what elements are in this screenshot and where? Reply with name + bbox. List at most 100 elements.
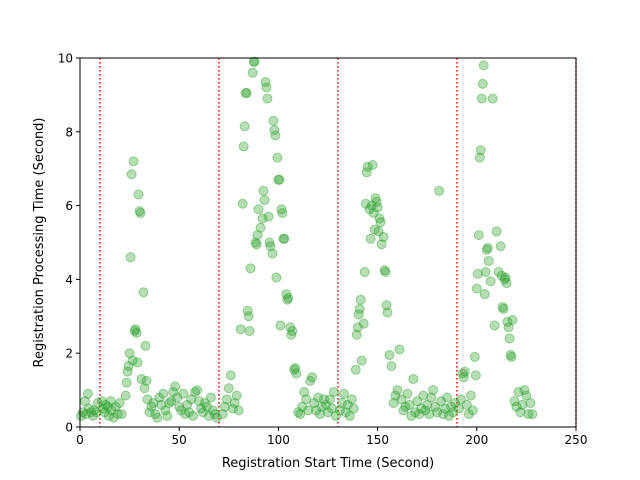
- data-point-29: [125, 252, 136, 263]
- data-point-40: [136, 374, 147, 385]
- data-point-157: [328, 386, 339, 397]
- data-point-28: [124, 348, 135, 359]
- data-point-223: [436, 396, 447, 407]
- data-point-189: [374, 213, 385, 224]
- x-axis-label: Registration Start Time (Second): [222, 456, 434, 471]
- x-tick-label-2: 100: [267, 433, 290, 447]
- data-point-279: [521, 390, 532, 401]
- data-point-11: [96, 396, 107, 407]
- data-point-34: [130, 324, 141, 335]
- data-point-252: [481, 244, 492, 255]
- data-point-166: [348, 403, 359, 414]
- data-point-218: [426, 392, 437, 403]
- data-point-19: [108, 412, 119, 423]
- data-point-263: [498, 303, 509, 314]
- data-point-222: [434, 185, 445, 196]
- data-point-216: [422, 399, 433, 410]
- data-point-49: [150, 409, 161, 420]
- data-point-125: [275, 320, 286, 331]
- data-point-122: [272, 152, 283, 163]
- data-point-91: [237, 198, 248, 209]
- data-point-268: [503, 322, 514, 333]
- data-point-235: [459, 366, 470, 377]
- data-point-54: [160, 405, 171, 416]
- data-point-66: [184, 407, 195, 418]
- data-point-234: [458, 372, 469, 383]
- data-point-267: [502, 316, 513, 327]
- data-point-32: [127, 355, 138, 366]
- data-point-230: [449, 398, 460, 409]
- data-point-140: [295, 409, 306, 420]
- data-point-232: [455, 394, 466, 405]
- data-point-211: [412, 396, 423, 407]
- plot-area-frame: [79, 57, 577, 428]
- data-point-48: [148, 398, 159, 409]
- data-point-97: [243, 311, 254, 322]
- data-point-63: [178, 388, 189, 399]
- data-point-80: [211, 412, 222, 423]
- data-point-150: [315, 409, 326, 420]
- data-point-146: [307, 372, 318, 383]
- data-point-178: [362, 161, 373, 172]
- data-point-280: [523, 409, 534, 420]
- data-point-93: [239, 121, 250, 132]
- data-point-108: [257, 213, 268, 224]
- data-point-193: [379, 265, 390, 276]
- data-point-262: [497, 302, 508, 313]
- data-point-184: [369, 224, 380, 235]
- data-point-180: [365, 233, 376, 244]
- data-point-127: [277, 207, 288, 218]
- data-point-194: [380, 267, 391, 278]
- y-tick-label-3: 6: [65, 199, 73, 213]
- data-point-42: [139, 383, 150, 394]
- data-point-170: [353, 309, 364, 320]
- data-point-192: [378, 231, 389, 242]
- data-point-83: [221, 394, 232, 405]
- data-point-147: [309, 398, 320, 409]
- data-point-206: [402, 388, 413, 399]
- y-tick-label-5: 10: [58, 52, 73, 66]
- data-point-164: [344, 410, 355, 421]
- data-point-152: [319, 394, 330, 405]
- data-point-185: [370, 193, 381, 204]
- data-point-248: [477, 78, 488, 89]
- data-point-20: [110, 401, 121, 412]
- data-point-141: [297, 401, 308, 412]
- data-point-276: [515, 407, 526, 418]
- data-point-209: [408, 374, 419, 385]
- data-point-64: [180, 409, 191, 420]
- data-point-53: [158, 388, 169, 399]
- data-point-16: [103, 410, 114, 421]
- x-axis-ticks: 0 50 100 150 200 250: [76, 427, 587, 447]
- data-point-100: [247, 67, 258, 78]
- data-point-18: [106, 405, 117, 416]
- data-point-238: [465, 390, 476, 401]
- data-point-162: [340, 407, 351, 418]
- data-point-258: [491, 226, 502, 237]
- data-point-182: [367, 160, 378, 171]
- data-point-251: [480, 267, 491, 278]
- data-point-172: [355, 294, 366, 305]
- data-point-237: [463, 409, 474, 420]
- x-tick-label-1: 50: [172, 433, 187, 447]
- y-tick-label-0: 0: [65, 421, 73, 435]
- data-point-17: [105, 396, 116, 407]
- data-point-247: [476, 93, 487, 104]
- data-point-253: [482, 243, 493, 254]
- data-point-165: [346, 394, 357, 405]
- data-point-111: [260, 76, 271, 87]
- data-point-129: [279, 233, 290, 244]
- data-point-176: [360, 198, 371, 209]
- data-point-95: [241, 88, 252, 99]
- data-point-69: [190, 386, 201, 397]
- data-point-62: [176, 405, 187, 416]
- data-point-38: [134, 206, 145, 217]
- data-point-90: [235, 324, 246, 335]
- data-point-207: [404, 399, 415, 410]
- data-point-196: [382, 307, 393, 318]
- data-point-109: [258, 185, 269, 196]
- data-point-272: [507, 314, 518, 325]
- data-point-148: [311, 405, 322, 416]
- data-point-124: [274, 174, 285, 185]
- data-point-96: [242, 305, 253, 316]
